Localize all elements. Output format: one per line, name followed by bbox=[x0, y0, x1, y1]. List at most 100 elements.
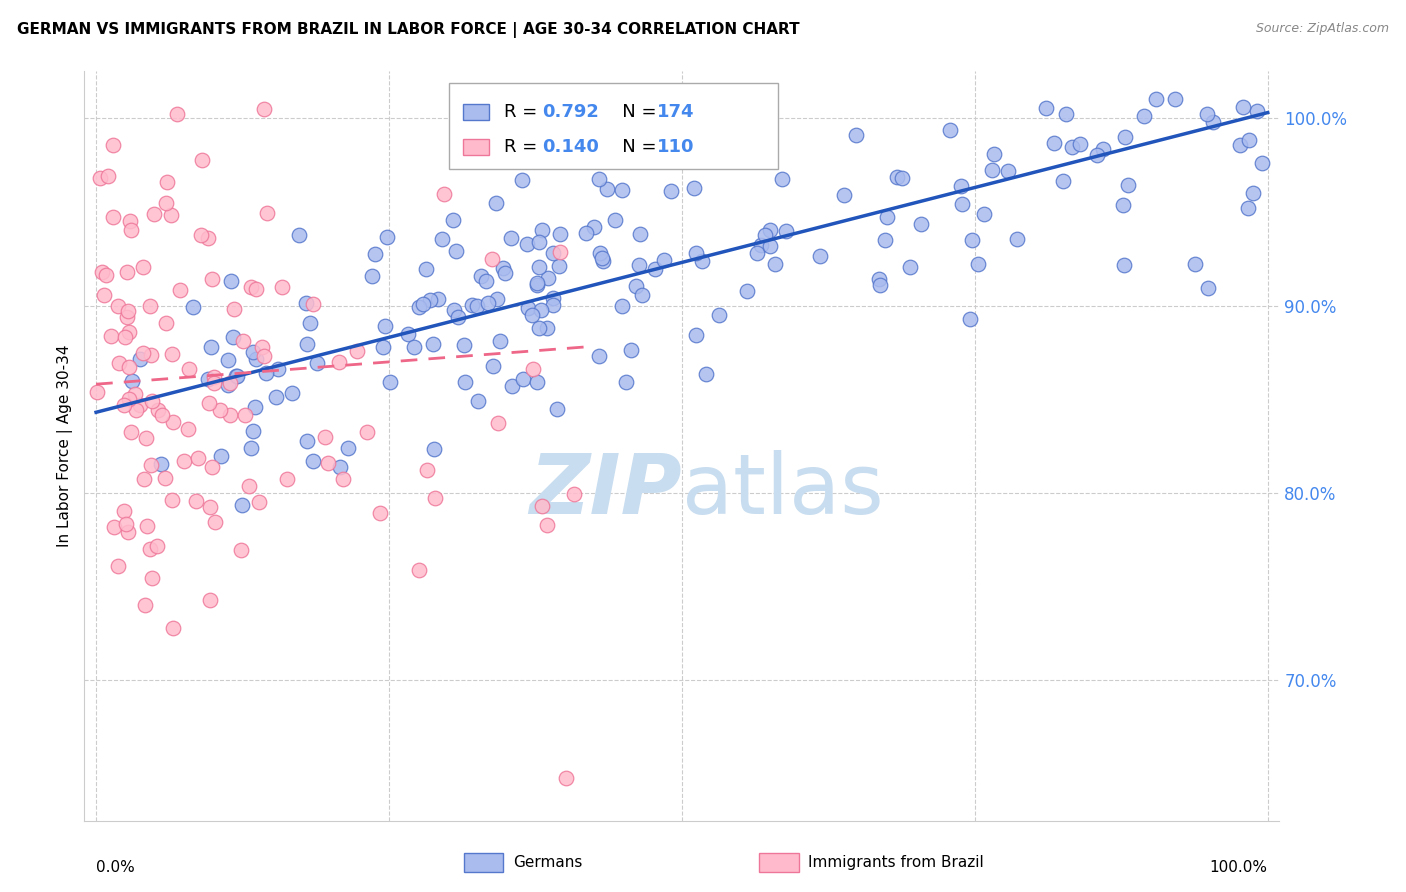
Point bbox=[481, 252, 503, 267]
Point bbox=[316, 456, 339, 470]
Point bbox=[470, 268, 492, 283]
Point bbox=[356, 425, 378, 439]
Point bbox=[134, 599, 156, 613]
Point bbox=[530, 302, 553, 317]
Point bbox=[808, 249, 831, 263]
Point bbox=[201, 460, 224, 475]
Point bbox=[190, 153, 212, 167]
Point bbox=[522, 308, 544, 322]
Point bbox=[97, 169, 120, 184]
Point bbox=[537, 271, 560, 285]
Point bbox=[1232, 100, 1254, 114]
Point bbox=[132, 260, 155, 274]
Point bbox=[541, 291, 564, 305]
Point bbox=[295, 434, 318, 449]
Point bbox=[475, 274, 498, 288]
Point bbox=[747, 246, 769, 260]
Point bbox=[526, 276, 548, 290]
Point bbox=[541, 298, 564, 312]
Text: atlas: atlas bbox=[682, 450, 883, 532]
Point bbox=[200, 500, 222, 515]
Point bbox=[124, 387, 146, 401]
Text: GERMAN VS IMMIGRANTS FROM BRAZIL IN LABOR FORCE | AGE 30-34 CORRELATION CHART: GERMAN VS IMMIGRANTS FROM BRAZIL IN LABO… bbox=[17, 22, 800, 38]
Point bbox=[103, 519, 125, 533]
Point bbox=[869, 277, 891, 292]
Point bbox=[197, 231, 219, 245]
Point bbox=[404, 340, 426, 354]
Point bbox=[112, 398, 135, 412]
Point bbox=[960, 233, 983, 247]
Point bbox=[209, 402, 232, 417]
Point bbox=[143, 207, 166, 221]
Point bbox=[209, 449, 232, 463]
Point bbox=[492, 260, 515, 275]
Point bbox=[162, 621, 184, 635]
Point bbox=[485, 292, 508, 306]
Point bbox=[983, 146, 1005, 161]
Point bbox=[1052, 174, 1074, 188]
Point bbox=[1112, 198, 1135, 212]
Point bbox=[433, 187, 456, 202]
Point bbox=[981, 162, 1004, 177]
Point bbox=[281, 386, 304, 401]
Point bbox=[749, 238, 772, 252]
Point bbox=[129, 352, 152, 367]
Point bbox=[332, 472, 354, 486]
Point bbox=[527, 321, 550, 335]
Point bbox=[200, 339, 222, 353]
Point bbox=[707, 308, 730, 322]
Point bbox=[659, 184, 682, 198]
Point bbox=[939, 123, 962, 137]
Point bbox=[683, 181, 706, 195]
Point bbox=[224, 301, 246, 316]
Point bbox=[536, 321, 558, 335]
Point bbox=[169, 284, 191, 298]
Point bbox=[264, 390, 287, 404]
Point bbox=[128, 398, 150, 412]
Point bbox=[101, 211, 124, 225]
Text: 110: 110 bbox=[657, 138, 695, 156]
Point bbox=[219, 409, 242, 423]
Point bbox=[530, 223, 553, 237]
Point bbox=[695, 367, 717, 381]
Point bbox=[364, 247, 387, 261]
Point bbox=[368, 506, 391, 520]
Text: Immigrants from Brazil: Immigrants from Brazil bbox=[808, 855, 984, 870]
Point bbox=[177, 362, 200, 376]
Point bbox=[202, 370, 225, 384]
Point bbox=[160, 493, 183, 508]
Point bbox=[876, 210, 898, 224]
Point bbox=[526, 375, 548, 389]
Point bbox=[373, 318, 395, 333]
Point bbox=[252, 340, 274, 354]
Point bbox=[267, 362, 290, 376]
Y-axis label: In Labor Force | Age 30-34: In Labor Force | Age 30-34 bbox=[58, 344, 73, 548]
Text: 174: 174 bbox=[657, 103, 695, 120]
Point bbox=[1144, 93, 1167, 107]
Bar bbox=[463, 139, 489, 155]
Point bbox=[1112, 258, 1135, 272]
Point bbox=[139, 542, 162, 557]
Point bbox=[588, 245, 610, 260]
Point bbox=[218, 376, 240, 390]
Point bbox=[190, 227, 212, 242]
Point bbox=[247, 495, 270, 509]
Point bbox=[301, 453, 323, 467]
Point bbox=[1241, 186, 1264, 200]
Point bbox=[198, 396, 221, 410]
Point bbox=[488, 334, 510, 348]
Point bbox=[547, 259, 569, 273]
Point bbox=[162, 415, 184, 429]
Point bbox=[1043, 136, 1066, 150]
Point bbox=[115, 265, 138, 279]
Point bbox=[588, 349, 610, 363]
Point bbox=[107, 558, 129, 573]
Point bbox=[548, 244, 571, 259]
Point bbox=[93, 287, 115, 301]
Point bbox=[239, 280, 262, 294]
Point bbox=[959, 312, 981, 326]
Point bbox=[408, 563, 430, 577]
Point bbox=[467, 393, 489, 408]
Point bbox=[541, 245, 564, 260]
Point bbox=[336, 441, 359, 455]
